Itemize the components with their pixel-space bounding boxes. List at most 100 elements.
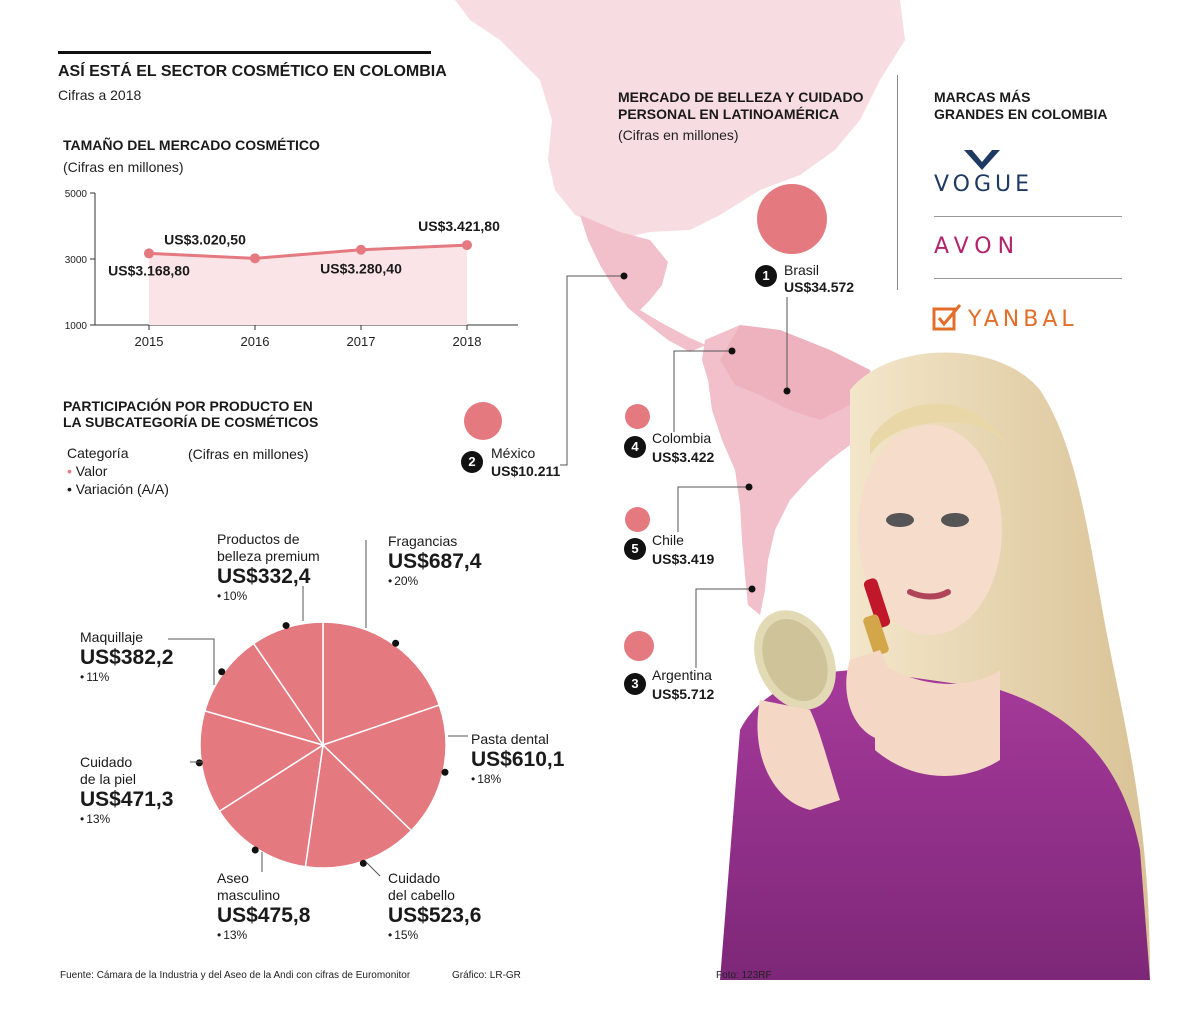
x-tick-label: 2016 [241, 334, 270, 349]
slice-name-2: de la piel [80, 771, 137, 787]
slice-name: Fragancias [388, 533, 458, 549]
mexico-bubble [464, 402, 502, 440]
legend-title: Categoría [67, 445, 129, 461]
slice-name: Pasta dental [471, 731, 549, 747]
slice-name-2: del cabello [388, 887, 455, 903]
line-series [148, 243, 468, 260]
rank-badge-2: 2 [461, 451, 483, 473]
colombia-bubble [625, 404, 650, 429]
map-north-america [455, 0, 905, 240]
map-mexico [580, 215, 706, 352]
line-area-fill [149, 245, 467, 325]
leader-dot [218, 668, 226, 676]
market-value-argentina: US$5.712 [652, 686, 715, 702]
line-point [144, 248, 154, 259]
slice-value: US$523,6 [388, 904, 482, 927]
products-pie-chart [168, 540, 468, 877]
rank-badge-5: 5 [624, 538, 646, 560]
market-name-mexico: México [491, 445, 536, 461]
x-tick-label: 2018 [453, 334, 482, 349]
brands-divider [897, 75, 898, 290]
market-size-line-chart: 5000 3000 1000 US$3.168,80 2015 US$3.020,50 20… [65, 189, 518, 349]
legend-variation-label: Variación (A/A) [75, 481, 169, 497]
page-title: ASÍ ESTÁ EL SECTOR COSMÉTICO EN COLOMBIA [58, 63, 447, 80]
leader-dot [441, 768, 449, 776]
products-title-line1: PARTICIPACIÓN POR PRODUCTO EN [63, 398, 313, 414]
pie-label-belleza-premium: Productos de belleza premium US$332,4 10… [217, 531, 320, 603]
pie-label-pasta-dental: Pasta dental US$610,1 18% [471, 731, 564, 786]
slice-variation: 13% [80, 812, 173, 826]
market-name-argentina: Argentina [652, 667, 712, 683]
header-rule [58, 51, 431, 54]
x-tick-label: 2017 [347, 334, 376, 349]
y-tick-label: 3000 [65, 255, 88, 266]
brand-yanbal: YANBAL [968, 307, 1078, 332]
argentina-bubble [624, 631, 654, 661]
data-label: US$3.020,50 [164, 231, 246, 247]
slice-value: US$610,1 [471, 748, 565, 771]
line-point [250, 253, 260, 264]
slice-name: Cuidado [80, 754, 133, 770]
slice-variation: 13% [217, 928, 310, 942]
pie-label-maquillaje: Maquillaje US$382,2 11% [80, 629, 173, 684]
legend-variation: • Variación (A/A) [67, 481, 169, 497]
market-name-colombia: Colombia [652, 430, 712, 446]
products-unit: (Cifras en millones) [188, 446, 309, 462]
woman-photo [720, 352, 1150, 980]
chile-bubble [625, 507, 650, 532]
market-name-brasil: Brasil [784, 262, 820, 278]
line-point [462, 240, 472, 251]
latam-unit: (Cifras en millones) [618, 127, 739, 143]
pie-label-cuidado-piel: Cuidado de la piel US$471,3 13% [80, 754, 173, 826]
slice-name-2: masculino [217, 887, 281, 903]
slice-value: US$475,8 [217, 904, 311, 927]
slice-value: US$332,4 [217, 565, 311, 588]
leader-dot [251, 846, 259, 854]
pie-label-aseo-masculino: Aseo masculino US$475,8 13% [217, 870, 310, 942]
leader-dot [195, 759, 203, 767]
yanbal-logo-mark [932, 304, 962, 331]
rank-badge-3: 3 [624, 673, 646, 695]
market-name-chile: Chile [652, 532, 684, 548]
slice-variation: 20% [388, 574, 481, 588]
y-tick-label: 1000 [65, 321, 88, 332]
leader-dot [359, 859, 367, 867]
market-size-title: TAMAÑO DEL MERCADO COSMÉTICO [63, 137, 320, 153]
x-tick-label: 2015 [135, 334, 164, 349]
products-title-line2: LA SUBCATEGORÍA DE COSMÉTICOS [63, 414, 319, 430]
data-label: US$3.280,40 [320, 261, 402, 277]
brands-title-line2: GRANDES EN COLOMBIA [934, 106, 1108, 122]
legend-value-label: Valor [75, 463, 108, 479]
leader-dot [392, 639, 400, 647]
page-subtitle: Cifras a 2018 [58, 87, 142, 103]
brand-vogue: VOGUE [934, 172, 1034, 197]
market-value-chile: US$3.419 [652, 551, 715, 567]
market-value-brasil: US$34.572 [784, 279, 855, 295]
data-label: US$3.168,80 [108, 262, 190, 278]
leader-line [168, 638, 215, 685]
brands-title-line1: MARCAS MÁS [934, 89, 1031, 105]
pie-label-cuidado-cabello: Cuidado del cabello US$523,6 15% [388, 870, 481, 942]
slice-value: US$687,4 [388, 550, 482, 573]
legend-value: • Valor [67, 463, 108, 479]
rank-badge-4: 4 [624, 436, 646, 458]
market-size-unit: (Cifras en millones) [63, 159, 184, 175]
slice-name: Aseo [217, 870, 249, 886]
slice-value: US$382,2 [80, 646, 174, 669]
latam-title-line2: PERSONAL EN LATINOAMÉRICA [618, 106, 840, 122]
slice-variation: 11% [80, 670, 173, 684]
y-tick-label: 5000 [65, 189, 88, 200]
slice-variation: 18% [471, 772, 564, 786]
vogue-logo-mark [964, 150, 1000, 170]
brasil-bubble [757, 184, 827, 254]
slice-name: Productos de [217, 531, 300, 547]
data-label: US$3.421,80 [418, 218, 500, 234]
footer-source: Fuente: Cámara de la Industria y del Ase… [60, 970, 411, 981]
slice-value: US$471,3 [80, 788, 174, 811]
slice-variation: 10% [217, 589, 320, 603]
footer-photo: Foto: 123RF [716, 970, 772, 981]
brand-separator [934, 278, 1122, 279]
slice-name: Cuidado [388, 870, 441, 886]
